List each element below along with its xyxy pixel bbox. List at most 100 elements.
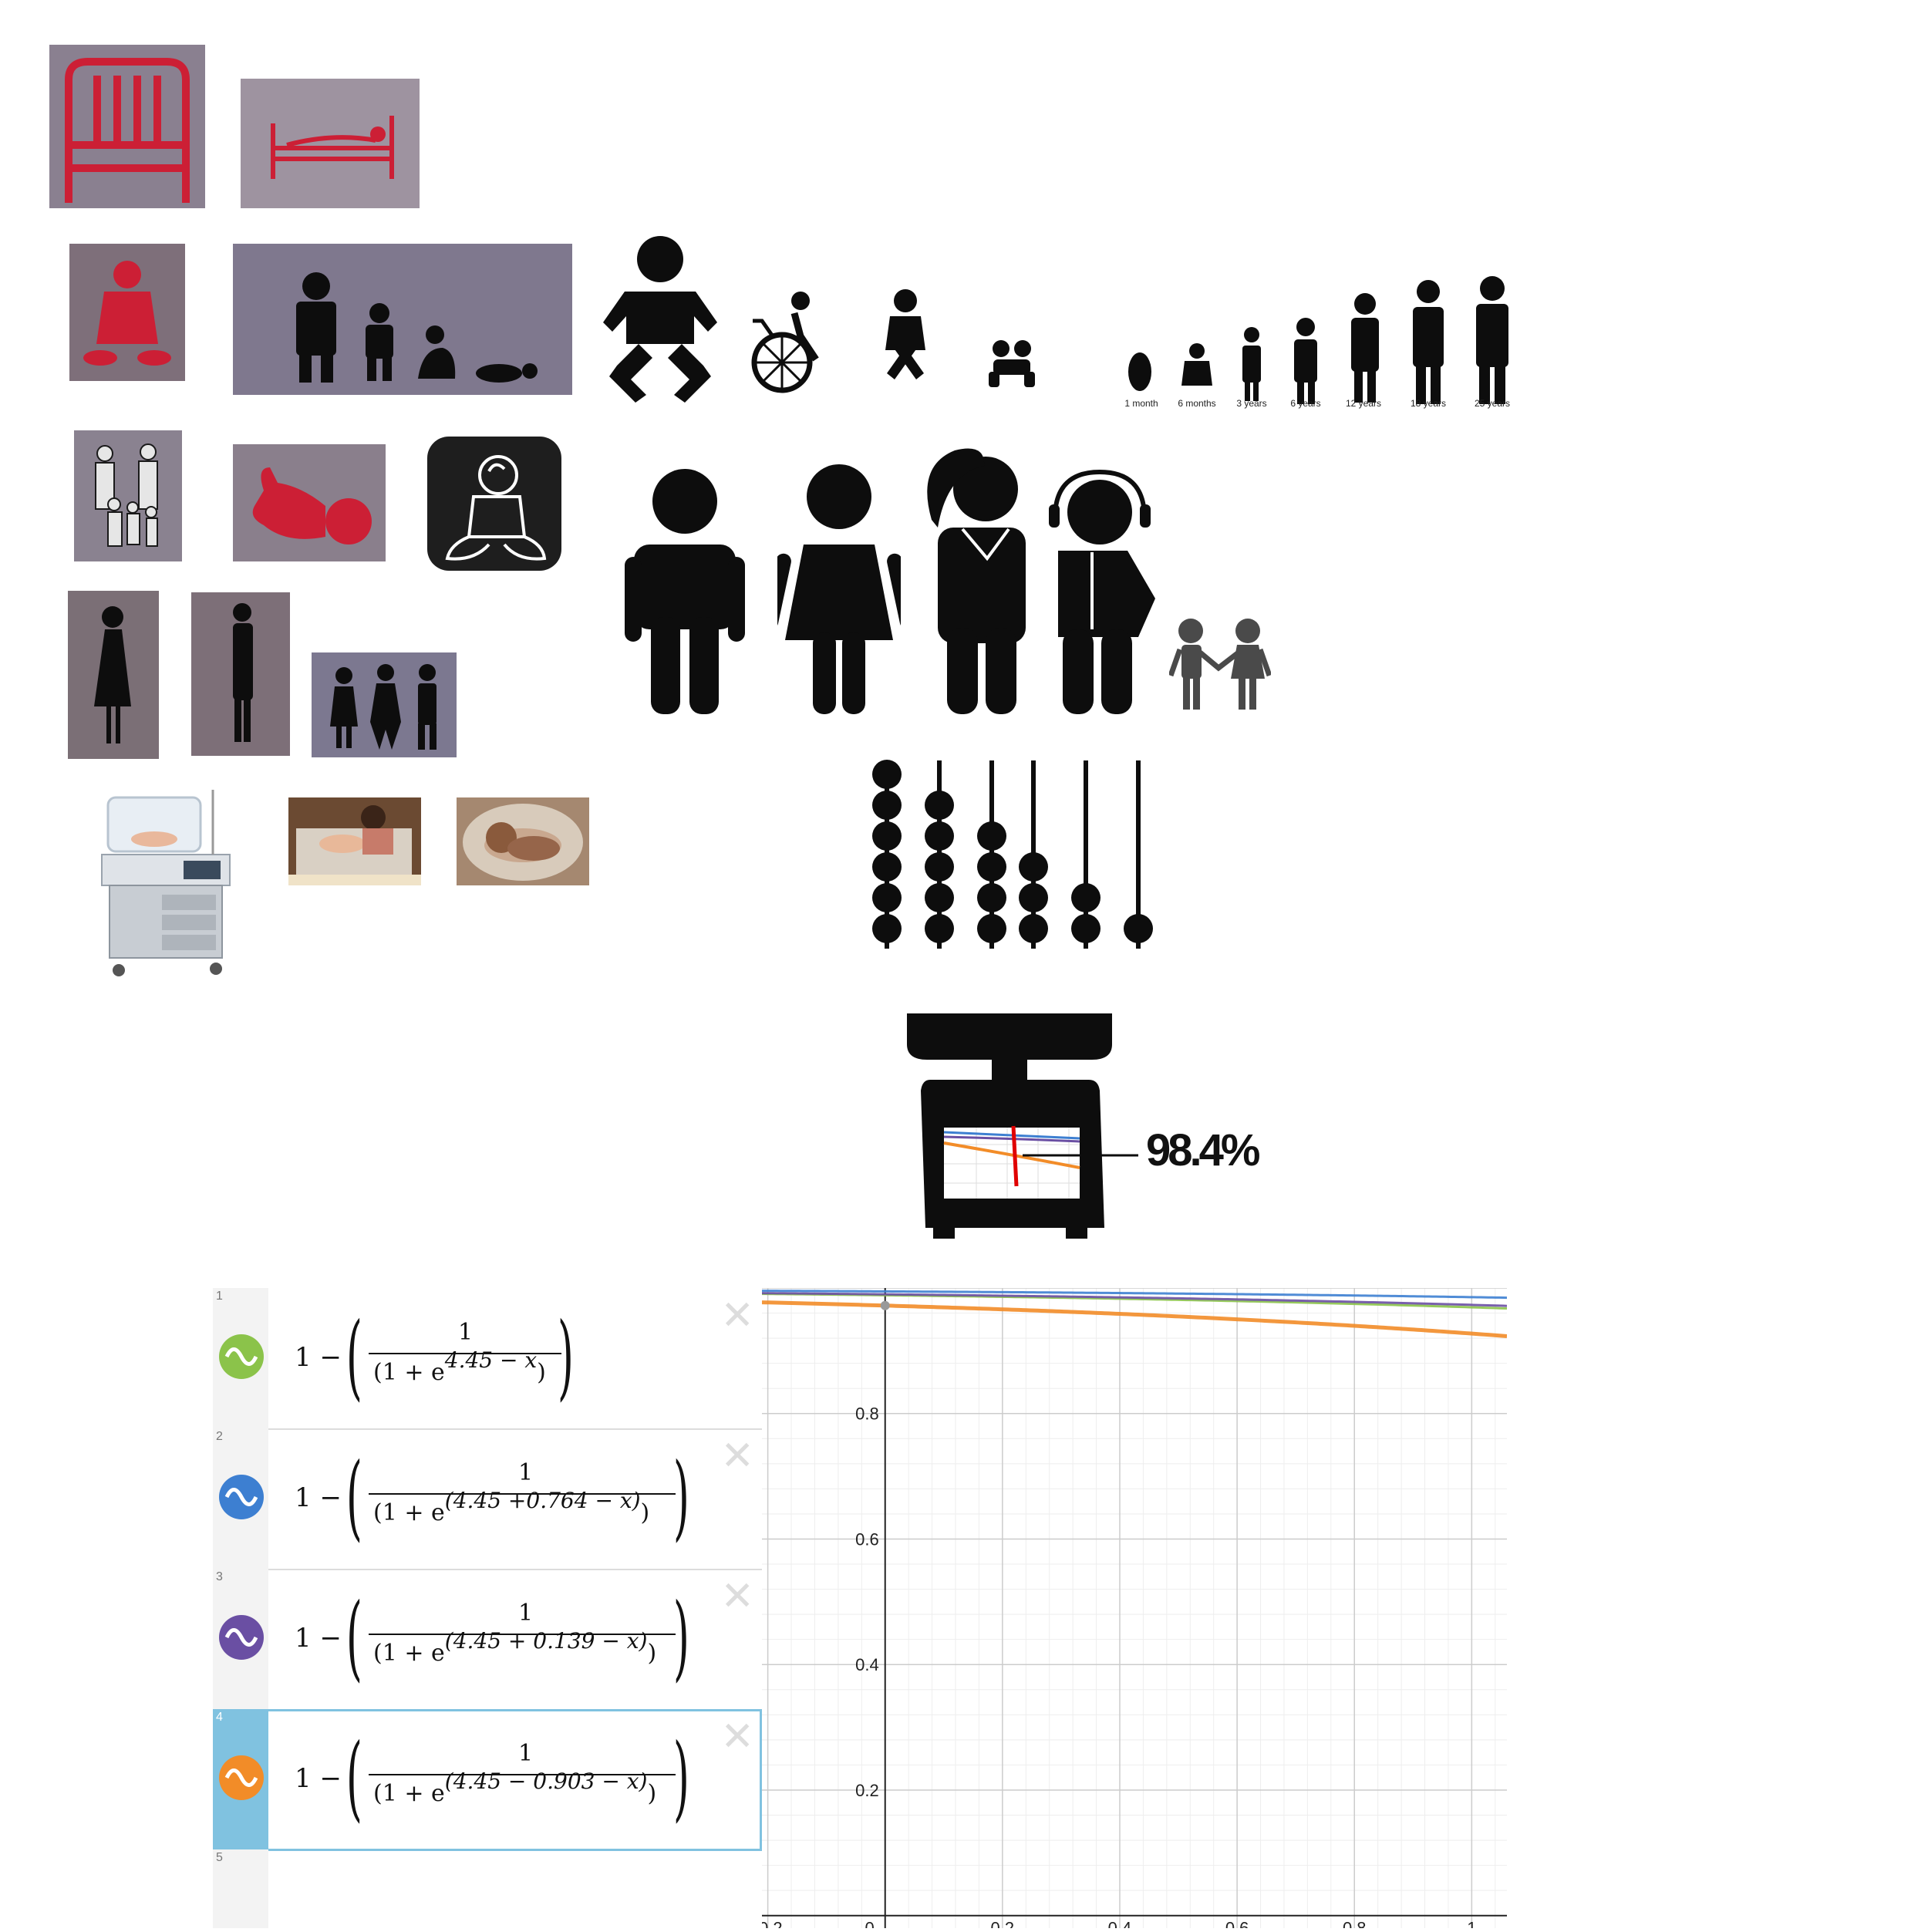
age-label-6: 18 years (1411, 398, 1446, 409)
woman-ponytail-icon (916, 443, 1036, 714)
x-tick-label: -0.2 (762, 1919, 783, 1928)
fraction-numerator: 1 (458, 1319, 474, 1346)
expression-lead: 1 − (295, 1623, 342, 1654)
three-people-icon (312, 652, 457, 757)
woman-icon (777, 463, 901, 714)
age-label-5: 12 years (1346, 398, 1381, 409)
abacus-icon (867, 756, 1160, 953)
expression-row-4[interactable]: 4 1 − ( 1 (1 + e(4.45 − 0.903 − x)) ) ✕ (213, 1709, 762, 1851)
two-children-icon (1169, 614, 1271, 711)
fraction-denominator: (1 + e(4.45 + 0.139 − x)) (373, 1628, 657, 1667)
expression-number: 3 (216, 1570, 223, 1583)
man-silhouette-icon (191, 592, 290, 756)
paren-right: ) (672, 1444, 689, 1551)
denominator-close: ) (640, 1499, 650, 1526)
expression-row-empty[interactable]: 5 (213, 1849, 762, 1928)
x-tick-label: 0 (865, 1919, 874, 1928)
delete-expression-icon[interactable]: ✕ (720, 1434, 754, 1479)
expression-gutter: 4 (213, 1709, 268, 1849)
intercept-point (880, 1300, 890, 1310)
paren-right: ) (672, 1584, 689, 1691)
y-tick-label: 0.4 (855, 1655, 879, 1674)
denominator-exponent: (4.45 + 0.139 − x) (444, 1628, 648, 1654)
weighing-scale-icon (907, 1013, 1215, 1245)
newborn-photo (457, 797, 589, 885)
wave-blue-icon[interactable] (219, 1475, 264, 1519)
y-tick-label: 0.8 (855, 1404, 879, 1424)
paren-left: ( (345, 1584, 362, 1691)
denominator-exponent: (4.45 − 0.903 − x) (444, 1768, 648, 1794)
expression-row-2[interactable]: 2 1 − ( 1 (1 + e(4.45 +0.764 − x)) ) ✕ (213, 1428, 762, 1570)
wave-orange-icon[interactable] (219, 1755, 264, 1800)
denominator-close: ) (647, 1640, 657, 1667)
age-progression-icons: 1 month 6 months 3 years 6 years 12 year… (1117, 270, 1533, 416)
denominator-base: (1 + e (373, 1640, 445, 1667)
scale-percent-label: 98.4% (1146, 1125, 1260, 1175)
hospital-bed-icon (49, 45, 205, 208)
x-tick-label: 0.4 (1108, 1919, 1132, 1928)
desmos-calculator: 1 1 − ( 1 (1 + e4.45 − x) ) ✕ 2 (213, 1287, 1508, 1932)
fraction-bar (369, 1493, 676, 1495)
expression-gutter: 1 (213, 1288, 268, 1428)
expression-gutter: 3 (213, 1569, 268, 1709)
denominator-base: (1 + e (373, 1499, 445, 1526)
expression-lead: 1 − (295, 1763, 342, 1794)
incubator-photo (93, 790, 236, 981)
expression-number: 5 (216, 1851, 223, 1864)
fraction-denominator: (1 + e(4.45 +0.764 − x)) (373, 1488, 650, 1526)
denominator-close: ) (537, 1359, 546, 1386)
y-tick-label: 0.2 (855, 1781, 879, 1800)
graph-background (762, 1288, 1507, 1928)
fraction-bar (369, 1353, 561, 1354)
expression-row-3[interactable]: 3 1 − ( 1 (1 + e(4.45 + 0.139 − x)) ) ✕ (213, 1569, 762, 1711)
delete-expression-icon[interactable]: ✕ (720, 1293, 754, 1338)
expression-row-1[interactable]: 1 1 − ( 1 (1 + e4.45 − x) ) ✕ (213, 1288, 762, 1430)
expression-list: 1 1 − ( 1 (1 + e4.45 − x) ) ✕ 2 (213, 1288, 762, 1928)
paren-left: ( (345, 1303, 362, 1411)
paren-right: ) (672, 1725, 689, 1832)
fraction-numerator: 1 (518, 1459, 534, 1486)
paren-left: ( (345, 1444, 362, 1551)
y-tick-label: 0.6 (855, 1529, 879, 1549)
nurse-incubator-photo (288, 797, 421, 885)
expression-lead: 1 − (295, 1342, 342, 1373)
baby-lying-icon (233, 444, 386, 561)
expression-number: 2 (216, 1430, 223, 1443)
delete-expression-icon[interactable]: ✕ (720, 1574, 754, 1619)
expression-gutter: 5 (213, 1849, 268, 1928)
delete-expression-icon[interactable]: ✕ (720, 1715, 754, 1759)
toddler-icon (879, 288, 932, 384)
age-label-1: 1 month (1124, 398, 1158, 409)
family-group-icon (74, 430, 182, 561)
age-label-3: 3 years (1236, 398, 1266, 409)
age-label-7: 25 years (1475, 398, 1510, 409)
denominator-exponent: (4.45 +0.764 − x) (444, 1488, 641, 1513)
family-growth-icon (233, 244, 572, 395)
denominator-base: (1 + e (373, 1359, 445, 1386)
wave-purple-icon[interactable] (219, 1615, 264, 1660)
baby-diaper-icon (602, 236, 719, 403)
fraction-numerator: 1 (518, 1740, 534, 1767)
person-in-bed-icon (241, 79, 420, 208)
wave-green-icon[interactable] (219, 1334, 264, 1379)
expression-number: 1 (216, 1290, 223, 1303)
fraction-denominator: (1 + e4.45 − x) (373, 1347, 546, 1386)
age-label-2: 6 months (1178, 398, 1215, 409)
graph-svg[interactable]: -0.2 0 0.2 0.4 0.6 0.8 1 0.2 0.4 0.6 0.8 (753, 1287, 1508, 1932)
baby-outline-icon[interactable] (427, 437, 561, 571)
woman-silhouette-icon (68, 591, 159, 759)
expression-number: 4 (216, 1711, 223, 1724)
fraction-bar (369, 1634, 676, 1635)
crawling-baby-icon (986, 338, 1038, 389)
x-tick-label: 1 (1467, 1919, 1476, 1928)
expression-gutter: 2 (213, 1428, 268, 1569)
denominator-close: ) (647, 1780, 657, 1807)
expression-lead: 1 − (295, 1482, 342, 1513)
man-icon (625, 463, 745, 714)
x-tick-label: 0.2 (991, 1919, 1015, 1928)
x-tick-label: 0.8 (1343, 1919, 1367, 1928)
fraction-bar (369, 1774, 676, 1775)
graph-paper[interactable]: -0.2 0 0.2 0.4 0.6 0.8 1 0.2 0.4 0.6 0.8 (753, 1287, 1508, 1932)
fraction-numerator: 1 (518, 1600, 534, 1627)
curve-wave-blue (761, 1290, 1508, 1300)
